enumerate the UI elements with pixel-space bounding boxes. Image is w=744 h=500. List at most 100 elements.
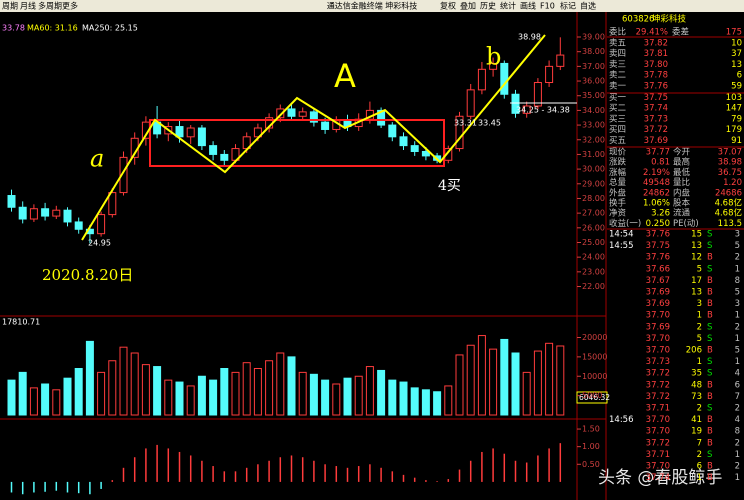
volume-bar bbox=[85, 340, 94, 416]
candle-body bbox=[399, 136, 408, 147]
tick-price: 37.76 bbox=[646, 230, 670, 240]
stat-label: 内盘 bbox=[673, 187, 691, 198]
book-label: 卖二 bbox=[609, 71, 627, 81]
book-label: 卖五 bbox=[609, 39, 627, 49]
volume-bar bbox=[242, 362, 251, 416]
candles bbox=[7, 37, 565, 244]
y-tick-label: 10000 bbox=[582, 372, 607, 381]
tick-price: 37.70 bbox=[646, 311, 670, 321]
y-tick-label: 27.00 bbox=[582, 209, 605, 218]
y-tick-label: 34.00 bbox=[582, 106, 605, 115]
candle-body bbox=[377, 109, 386, 126]
tick-count: 7 bbox=[735, 392, 740, 402]
tick-price: 37.72 bbox=[646, 380, 670, 390]
volume-bar bbox=[197, 375, 206, 416]
book-volume: 179 bbox=[726, 125, 742, 135]
book-label: 买一 bbox=[609, 93, 627, 103]
book-price: 37.75 bbox=[644, 93, 668, 103]
stat-label: 量比 bbox=[673, 177, 690, 188]
tick-side: B bbox=[707, 473, 713, 483]
stat-value: 4.68亿 bbox=[715, 198, 742, 209]
book-volume: 91 bbox=[731, 136, 742, 146]
book-label: 买二 bbox=[609, 104, 627, 114]
volume-bar bbox=[410, 387, 419, 416]
toolbar-button[interactable]: 更多 bbox=[62, 1, 78, 11]
volume-bar bbox=[477, 335, 486, 416]
tick-side: S bbox=[707, 322, 712, 332]
toolbar-button[interactable]: 月线 bbox=[20, 1, 36, 11]
candle-body bbox=[421, 150, 430, 157]
tick-price: 37.70 bbox=[646, 462, 670, 472]
volume-bar bbox=[343, 377, 352, 416]
volume-marker: 6046.32 bbox=[579, 393, 610, 402]
toolbar-button[interactable]: 画线 bbox=[520, 1, 536, 11]
stock-name: 坤彩科技 bbox=[652, 14, 687, 25]
toolbar-button[interactable]: 周期 bbox=[2, 2, 18, 11]
toolbar-button[interactable]: 自选 bbox=[580, 1, 596, 11]
tick-side: B bbox=[707, 288, 713, 298]
candle-body bbox=[74, 221, 83, 230]
tick-price: 37.70 bbox=[646, 415, 670, 425]
price-note: 24.95 bbox=[88, 239, 111, 248]
toolbar-button[interactable]: 复权 bbox=[440, 1, 456, 11]
y-tick-label: 24.00 bbox=[582, 253, 605, 262]
stat-value: 37.77 bbox=[646, 148, 670, 158]
toolbar-button[interactable]: F10 bbox=[540, 2, 555, 11]
tick-count: 1 bbox=[735, 334, 740, 344]
candle-body bbox=[220, 153, 229, 161]
y-tick-label: 20000 bbox=[582, 333, 607, 342]
tick-volume: 13 bbox=[691, 241, 702, 251]
box bbox=[149, 119, 445, 167]
stat-label: 总量 bbox=[609, 177, 627, 188]
toolbar-button[interactable]: 统计 bbox=[500, 1, 516, 11]
tick-volume: 41 bbox=[691, 415, 702, 425]
tick-price: 37.72 bbox=[646, 369, 670, 379]
tick-price: 37.70 bbox=[646, 334, 670, 344]
candle-body bbox=[309, 111, 318, 123]
tick-side: S bbox=[707, 450, 712, 460]
tick-price: 37.67 bbox=[646, 276, 670, 286]
tick-price: 37.71 bbox=[646, 450, 670, 460]
tick-side: B bbox=[707, 346, 713, 356]
tick-volume: 3 bbox=[697, 299, 702, 309]
toolbar-button[interactable]: 标记 bbox=[560, 1, 576, 11]
tick-volume: 13 bbox=[691, 288, 702, 298]
tick-volume: 15 bbox=[691, 230, 702, 240]
book-volume: 103 bbox=[726, 93, 742, 103]
tick-side: B bbox=[707, 392, 713, 402]
y-tick-label: 28.00 bbox=[582, 194, 605, 203]
candle-body bbox=[455, 115, 464, 150]
y-tick-label: 32.00 bbox=[582, 135, 605, 144]
toolbar-button[interactable]: 多周期 bbox=[38, 1, 62, 11]
tick-count: 2 bbox=[735, 322, 740, 332]
stat-label: 收益(一) bbox=[609, 218, 641, 229]
stat-label: 换手 bbox=[609, 198, 627, 209]
watermark: 头条 @春股鲸手 bbox=[598, 468, 722, 488]
toolbar-button[interactable]: 历史 bbox=[480, 1, 496, 11]
book-volume: 147 bbox=[726, 104, 742, 114]
tick-side: S bbox=[707, 404, 712, 414]
stat-value: 3.26 bbox=[651, 209, 670, 219]
tick-volume: 12 bbox=[691, 253, 702, 263]
quote-value: 29.41% bbox=[636, 28, 668, 38]
book-volume: 79 bbox=[731, 114, 742, 124]
candle-body bbox=[489, 62, 498, 70]
tick-count: 2 bbox=[735, 253, 740, 263]
volume-bar bbox=[309, 373, 318, 416]
stat-label: 涨幅 bbox=[609, 167, 627, 178]
book-price: 37.76 bbox=[644, 81, 668, 91]
tick-count: 1 bbox=[735, 311, 740, 321]
stat-value: 36.75 bbox=[718, 168, 742, 178]
toolbar-button[interactable]: 叠加 bbox=[460, 1, 476, 11]
volume-bar bbox=[365, 366, 374, 416]
y-tick-label: 15000 bbox=[582, 352, 607, 361]
volume-bar bbox=[29, 387, 38, 416]
volume-bar bbox=[209, 379, 218, 416]
book-price: 37.74 bbox=[644, 104, 668, 114]
volume-bar bbox=[18, 371, 27, 416]
volume-bar bbox=[153, 366, 162, 416]
volume-bar bbox=[175, 381, 184, 416]
price-note: 33.45 bbox=[478, 119, 501, 128]
volume-bar bbox=[388, 379, 397, 416]
tick-volume: 48 bbox=[691, 380, 702, 390]
